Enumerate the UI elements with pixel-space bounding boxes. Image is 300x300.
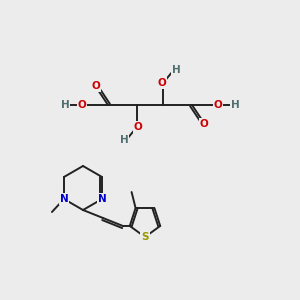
Text: H: H: [172, 65, 180, 75]
Text: O: O: [158, 78, 166, 88]
Text: O: O: [134, 122, 142, 132]
Text: O: O: [214, 100, 222, 110]
Text: O: O: [92, 81, 100, 91]
Text: N: N: [98, 194, 106, 204]
Text: N: N: [60, 194, 68, 204]
Text: H: H: [61, 100, 69, 110]
Text: O: O: [78, 100, 86, 110]
Text: O: O: [200, 119, 208, 129]
Text: H: H: [231, 100, 239, 110]
Text: S: S: [141, 232, 149, 242]
Text: H: H: [120, 135, 128, 145]
